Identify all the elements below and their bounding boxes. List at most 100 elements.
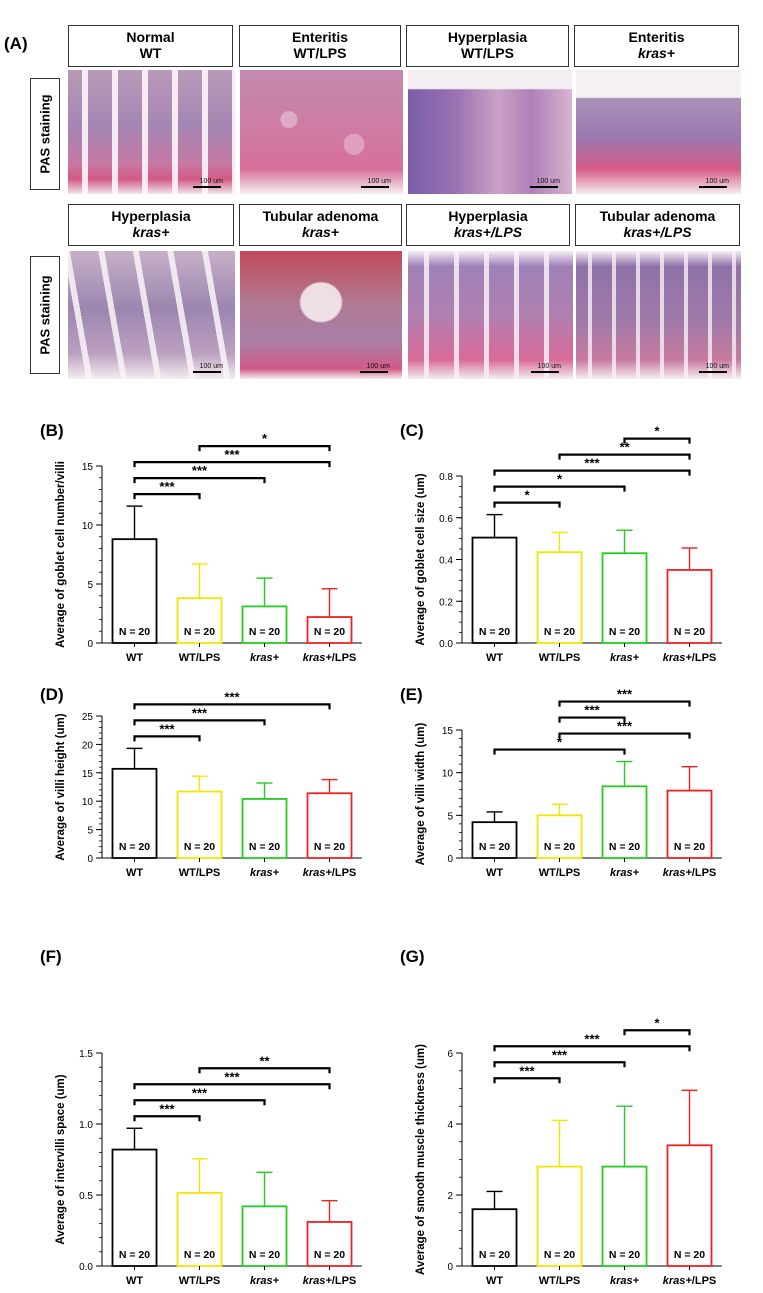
row-label: PAS staining xyxy=(37,94,53,174)
condition-line1: Normal xyxy=(126,29,175,45)
bar xyxy=(241,605,288,644)
n-label: N = 20 xyxy=(314,841,345,853)
significance-bracket xyxy=(133,1115,201,1122)
condition-line2: kras+ xyxy=(638,45,675,61)
bar xyxy=(666,569,713,644)
chart-e: (E) 0 5 10 15 Average of villi width (um) N = … xyxy=(400,685,722,879)
significance-bracket xyxy=(133,719,266,726)
scale-bar xyxy=(361,186,389,188)
chart-g: (G) 0 2 4 6 Average of smooth muscle thicknes… xyxy=(400,947,722,1287)
condition-line1: Hyperplasia xyxy=(111,208,191,224)
bar xyxy=(306,616,353,644)
x-tick-label: WT/LPS xyxy=(539,1275,581,1287)
significance-label: *** xyxy=(192,1085,208,1100)
x-tick-label: WT xyxy=(126,652,143,664)
significance-label: *** xyxy=(192,705,208,720)
significance-bracket xyxy=(133,493,201,500)
y-tick-label: 0.4 xyxy=(439,556,453,567)
x-tick-label: kras+ xyxy=(610,652,640,664)
bar xyxy=(111,538,158,644)
n-label: N = 20 xyxy=(674,1249,705,1261)
panel-a-letter: (A) xyxy=(4,34,28,53)
scale-bar xyxy=(193,186,221,188)
panel-letter: (E) xyxy=(400,685,423,704)
n-label: N = 20 xyxy=(479,1249,510,1261)
significance-label: * xyxy=(524,488,530,503)
significance-label: *** xyxy=(552,1047,568,1062)
condition-line1: Tubular adenoma xyxy=(262,208,379,224)
condition-line2: kras+/LPS xyxy=(453,224,523,240)
x-tick-label: kras+/LPS xyxy=(303,652,357,664)
condition-label: Tubular adenoma kras+/LPS xyxy=(575,204,740,246)
n-label: N = 20 xyxy=(249,1249,280,1261)
histology-image-hyperplasia-kras: 100 um xyxy=(68,251,235,379)
n-label: N = 20 xyxy=(119,841,150,853)
significance-label: *** xyxy=(159,721,175,736)
significance-bracket xyxy=(558,453,691,460)
significance-label: *** xyxy=(584,1031,600,1046)
significance-bracket xyxy=(493,485,626,492)
significance-bracket xyxy=(133,461,331,468)
condition-label: Normal WT xyxy=(68,25,233,67)
condition-line2: WT/LPS xyxy=(293,45,347,61)
significance-bracket xyxy=(558,700,691,707)
scale-bar xyxy=(530,186,558,188)
significance-label: *** xyxy=(159,479,175,494)
significance-label: *** xyxy=(584,456,600,471)
n-label: N = 20 xyxy=(184,841,215,853)
significance-bracket xyxy=(558,716,626,723)
histology-image-enteritis-kras: 100 um xyxy=(576,70,741,194)
y-tick-label: 4 xyxy=(447,1120,453,1131)
n-label: N = 20 xyxy=(119,1249,150,1261)
y-tick-label: 25 xyxy=(82,712,94,723)
y-tick-label: 6 xyxy=(447,1049,453,1060)
bar xyxy=(306,792,353,859)
bar xyxy=(306,1221,353,1267)
scale-bar-label: 100 um xyxy=(199,178,223,185)
condition-line2: WT/LPS xyxy=(461,45,514,61)
significance-bracket xyxy=(493,1061,626,1068)
significance-bracket xyxy=(493,469,691,476)
x-tick-label: WT/LPS xyxy=(539,867,581,879)
condition-line2: kras+/LPS xyxy=(623,224,692,240)
row-label: PAS staining xyxy=(37,275,53,355)
n-label: N = 20 xyxy=(314,626,345,638)
x-tick-label: WT xyxy=(486,867,503,879)
significance-bracket xyxy=(133,1083,331,1090)
bar xyxy=(471,821,518,859)
bar xyxy=(666,789,713,859)
significance-bracket xyxy=(623,1029,691,1036)
significance-label: * xyxy=(262,431,268,446)
condition-line1: Enteritis xyxy=(628,29,685,45)
scale-bar xyxy=(193,371,221,373)
scale-bar-label: 100 um xyxy=(705,178,729,185)
significance-label: * xyxy=(557,735,563,750)
significance-label: * xyxy=(654,1015,660,1030)
y-tick-label: 5 xyxy=(87,580,93,591)
bar xyxy=(471,536,518,644)
y-axis-title: Average of villi width (um) xyxy=(415,722,427,865)
x-tick-label: kras+/LPS xyxy=(303,1275,357,1287)
y-tick-label: 1.0 xyxy=(79,1120,93,1131)
n-label: N = 20 xyxy=(184,626,215,638)
significance-bracket xyxy=(493,501,561,508)
y-tick-label: 15 xyxy=(82,462,94,473)
x-tick-label: WT xyxy=(126,1275,143,1287)
y-tick-label: 5 xyxy=(447,811,453,822)
significance-bracket xyxy=(133,1099,266,1106)
y-tick-label: 15 xyxy=(442,726,454,737)
y-tick-label: 1.5 xyxy=(79,1049,93,1060)
scale-bar-label: 100 um xyxy=(536,178,560,185)
scale-bar-label: 100 um xyxy=(366,363,390,370)
scale-bar xyxy=(699,186,727,188)
histology-image-hyperplasia-kras-lps: 100 um xyxy=(408,251,573,379)
bar xyxy=(601,785,648,859)
y-tick-label: 10 xyxy=(82,797,94,808)
significance-bracket xyxy=(558,732,691,739)
x-tick-label: kras+ xyxy=(250,867,280,879)
n-label: N = 20 xyxy=(249,626,280,638)
significance-bracket xyxy=(133,703,331,710)
histology-image-tubular-adenoma-kras: 100 um xyxy=(240,251,402,379)
y-tick-label: 0.2 xyxy=(439,597,453,608)
x-tick-label: WT/LPS xyxy=(539,652,581,664)
